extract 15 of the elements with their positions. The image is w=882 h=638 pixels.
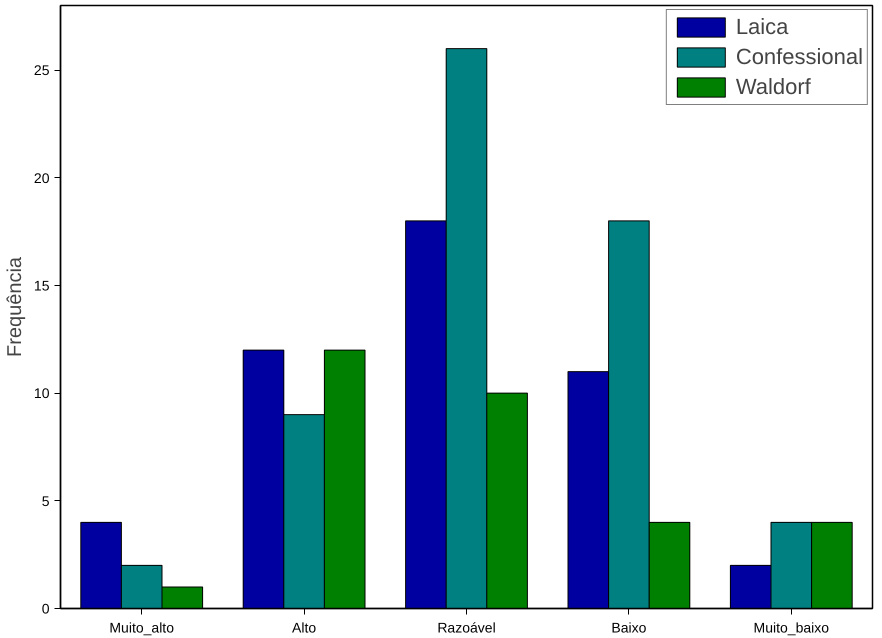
y-tick-label: 5 <box>42 492 50 509</box>
y-tick-label: 10 <box>34 385 50 402</box>
y-tick-label: 25 <box>34 62 50 78</box>
x-tick-label: Muito_alto <box>109 620 174 636</box>
x-tick-label: Alto <box>292 620 316 636</box>
x-tick-label: Muito_baixo <box>754 620 830 636</box>
x-tick-label: Razoável <box>437 620 496 636</box>
y-tick-label: 20 <box>34 170 50 186</box>
legend-label: Waldorf <box>736 74 811 100</box>
legend-label: Laica <box>736 14 788 40</box>
y-tick-label: 15 <box>34 277 50 294</box>
y-tick-label: 0 <box>42 600 50 616</box>
legend-label: Confessional <box>736 44 863 70</box>
x-tick-label: Baixo <box>611 620 647 636</box>
y-axis-title: Frequência <box>4 256 26 358</box>
